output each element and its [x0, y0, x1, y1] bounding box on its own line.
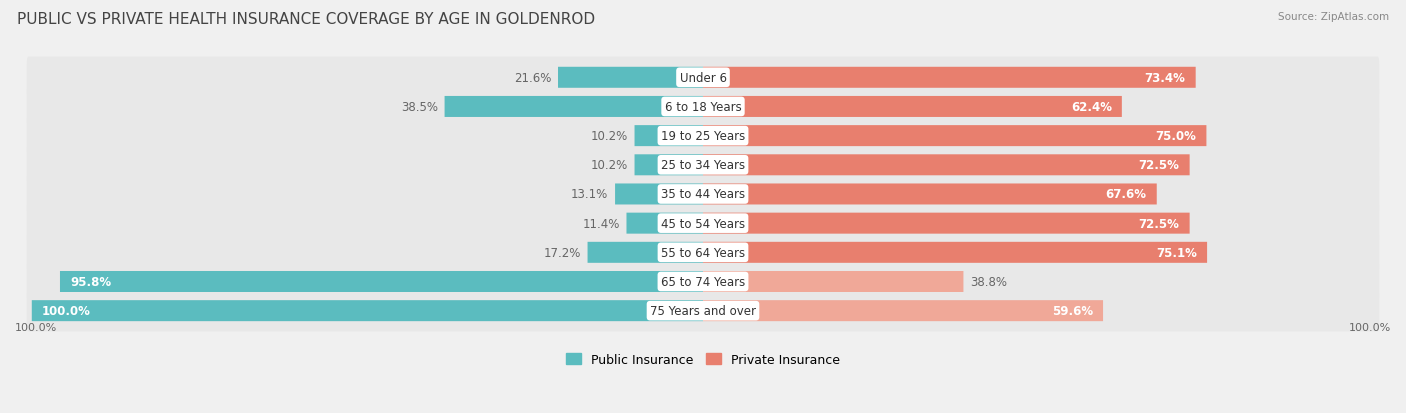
Text: 65 to 74 Years: 65 to 74 Years	[661, 275, 745, 288]
Text: 17.2%: 17.2%	[544, 246, 581, 259]
FancyBboxPatch shape	[703, 184, 1157, 205]
Text: 10.2%: 10.2%	[591, 159, 628, 172]
FancyBboxPatch shape	[703, 271, 963, 292]
Text: 72.5%: 72.5%	[1139, 217, 1180, 230]
Text: 100.0%: 100.0%	[42, 304, 91, 318]
FancyBboxPatch shape	[627, 213, 703, 234]
Text: 95.8%: 95.8%	[70, 275, 111, 288]
FancyBboxPatch shape	[634, 155, 703, 176]
FancyBboxPatch shape	[703, 68, 1195, 88]
Text: 25 to 34 Years: 25 to 34 Years	[661, 159, 745, 172]
Text: 100.0%: 100.0%	[15, 322, 58, 332]
Text: 21.6%: 21.6%	[515, 71, 551, 85]
FancyBboxPatch shape	[703, 155, 1189, 176]
Text: 55 to 64 Years: 55 to 64 Years	[661, 246, 745, 259]
FancyBboxPatch shape	[27, 87, 1379, 128]
FancyBboxPatch shape	[588, 242, 703, 263]
FancyBboxPatch shape	[703, 97, 1122, 118]
Text: 13.1%: 13.1%	[571, 188, 609, 201]
Text: 19 to 25 Years: 19 to 25 Years	[661, 130, 745, 143]
Text: 75.1%: 75.1%	[1156, 246, 1197, 259]
FancyBboxPatch shape	[27, 174, 1379, 215]
FancyBboxPatch shape	[27, 232, 1379, 273]
Text: Under 6: Under 6	[679, 71, 727, 85]
FancyBboxPatch shape	[444, 97, 703, 118]
Text: 59.6%: 59.6%	[1052, 304, 1092, 318]
Text: 38.5%: 38.5%	[401, 101, 437, 114]
FancyBboxPatch shape	[558, 68, 703, 88]
Text: 35 to 44 Years: 35 to 44 Years	[661, 188, 745, 201]
Text: 75.0%: 75.0%	[1156, 130, 1197, 143]
Text: 75 Years and over: 75 Years and over	[650, 304, 756, 318]
Text: 72.5%: 72.5%	[1139, 159, 1180, 172]
FancyBboxPatch shape	[32, 300, 703, 321]
FancyBboxPatch shape	[614, 184, 703, 205]
Text: 6 to 18 Years: 6 to 18 Years	[665, 101, 741, 114]
FancyBboxPatch shape	[27, 290, 1379, 332]
Text: 45 to 54 Years: 45 to 54 Years	[661, 217, 745, 230]
FancyBboxPatch shape	[634, 126, 703, 147]
Text: Source: ZipAtlas.com: Source: ZipAtlas.com	[1278, 12, 1389, 22]
FancyBboxPatch shape	[27, 116, 1379, 157]
FancyBboxPatch shape	[703, 126, 1206, 147]
Text: 38.8%: 38.8%	[970, 275, 1007, 288]
Text: 67.6%: 67.6%	[1105, 188, 1147, 201]
FancyBboxPatch shape	[27, 203, 1379, 244]
Text: 100.0%: 100.0%	[1348, 322, 1391, 332]
FancyBboxPatch shape	[27, 57, 1379, 99]
FancyBboxPatch shape	[27, 261, 1379, 302]
Text: 62.4%: 62.4%	[1071, 101, 1112, 114]
FancyBboxPatch shape	[703, 213, 1189, 234]
Legend: Public Insurance, Private Insurance: Public Insurance, Private Insurance	[561, 348, 845, 371]
FancyBboxPatch shape	[703, 300, 1104, 321]
FancyBboxPatch shape	[60, 271, 703, 292]
FancyBboxPatch shape	[27, 145, 1379, 186]
Text: 10.2%: 10.2%	[591, 130, 628, 143]
Text: 73.4%: 73.4%	[1144, 71, 1185, 85]
FancyBboxPatch shape	[703, 242, 1208, 263]
Text: PUBLIC VS PRIVATE HEALTH INSURANCE COVERAGE BY AGE IN GOLDENROD: PUBLIC VS PRIVATE HEALTH INSURANCE COVER…	[17, 12, 595, 27]
Text: 11.4%: 11.4%	[582, 217, 620, 230]
